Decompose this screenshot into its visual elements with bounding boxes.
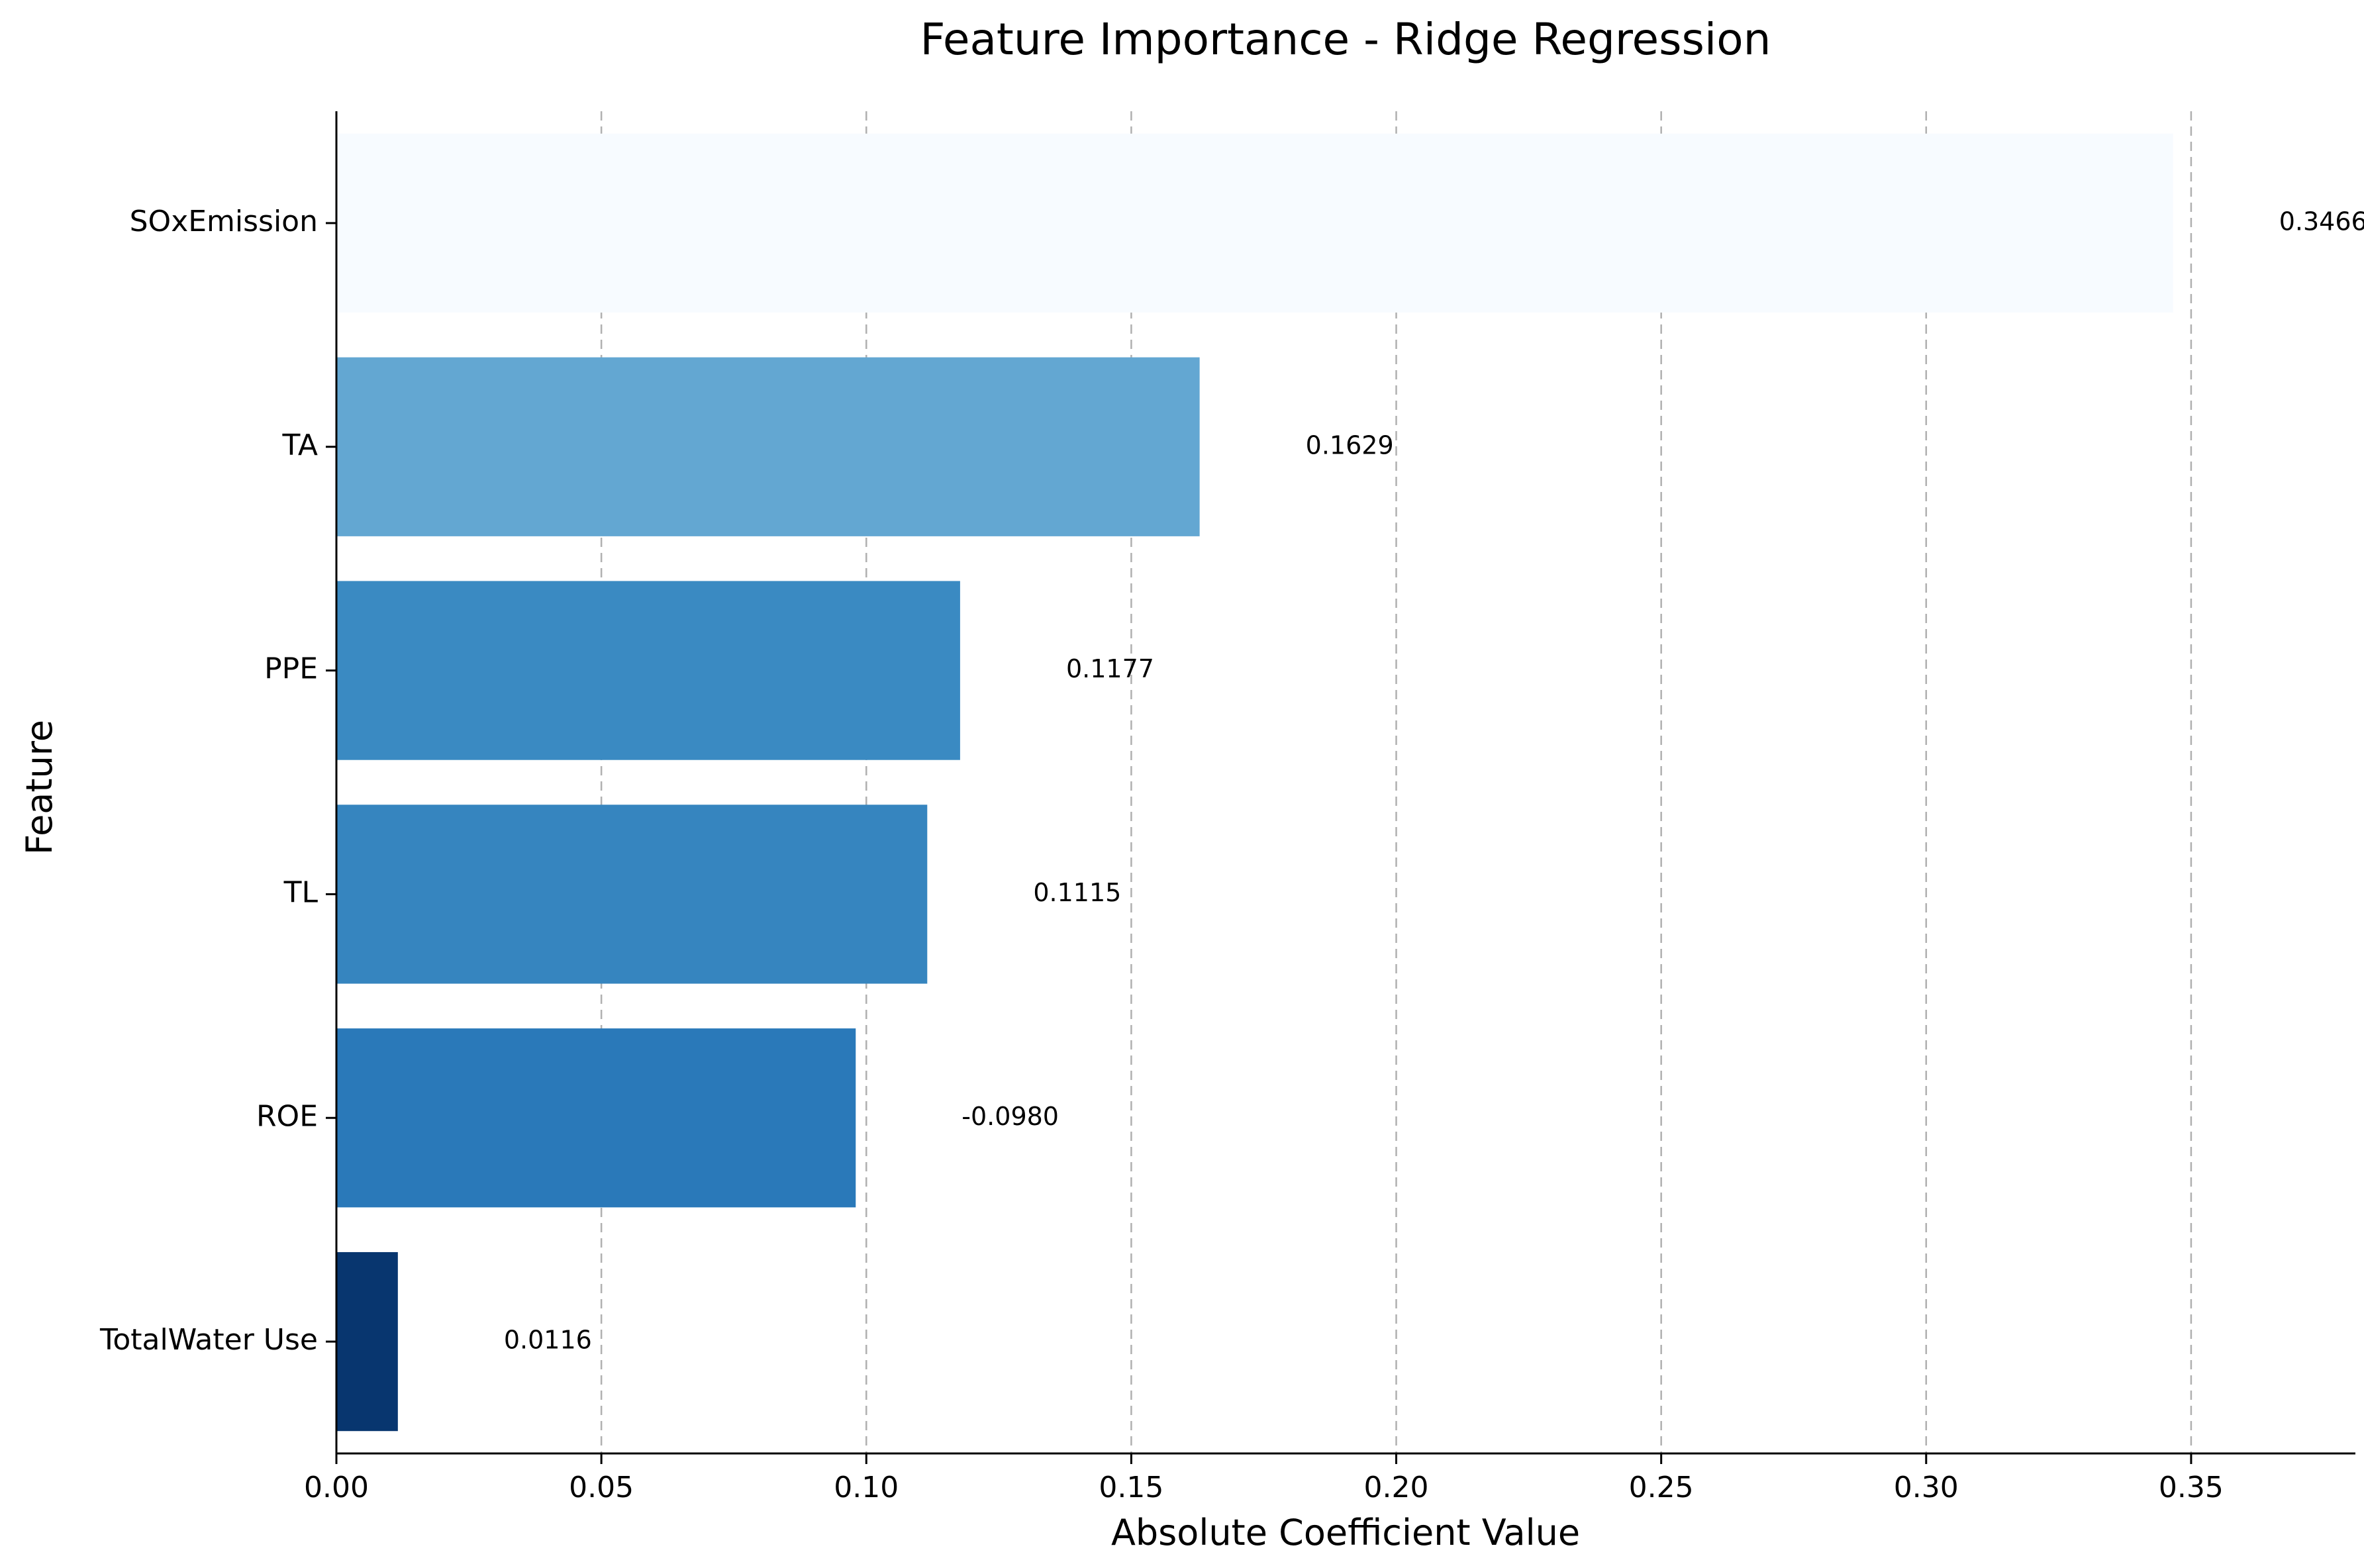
- y-axis-ticks: SOxEmission TA PPE TL ROE TotalWater Use: [99, 205, 336, 1357]
- x-tick-label: 0.25: [1629, 1471, 1694, 1504]
- data-label: 0.1629: [1306, 430, 1394, 460]
- chart-title: Feature Importance - Ridge Regression: [920, 14, 1771, 65]
- data-label: 0.1115: [1033, 878, 1121, 907]
- bar: [336, 357, 1200, 536]
- x-tick-label: 0.35: [2159, 1471, 2224, 1504]
- y-tick-label: ROE: [256, 1099, 318, 1133]
- bar: [336, 1251, 398, 1432]
- grid-lines: [335, 111, 2192, 1453]
- x-tick-label: 0.20: [1364, 1471, 1429, 1504]
- x-axis-label: Absolute Coefficient Value: [1111, 1512, 1580, 1553]
- y-tick-label: SOxEmission: [130, 205, 318, 238]
- x-tick-label: 0.10: [834, 1471, 899, 1504]
- data-label: 0.1177: [1066, 654, 1154, 683]
- y-axis-label: Feature: [19, 720, 60, 855]
- bars: [336, 133, 2173, 1432]
- x-tick-label: 0.30: [1894, 1471, 1959, 1504]
- data-label: 0.0116: [504, 1326, 592, 1355]
- data-labels: 0.3466 0.1629 0.1177 0.1115 -0.0980 0.0116: [504, 207, 2364, 1354]
- x-tick-label: 0.15: [1099, 1471, 1163, 1504]
- x-tick-label: 0.05: [569, 1471, 634, 1504]
- y-tick-label: TA: [281, 428, 318, 462]
- y-tick-label: TL: [283, 875, 319, 909]
- data-label: 0.3466: [2279, 207, 2364, 236]
- x-tick-label: 0.00: [304, 1471, 369, 1504]
- bar: [336, 133, 2173, 313]
- x-axis-ticks: 0.00 0.05 0.10 0.15 0.20 0.25 0.30 0.35: [304, 1453, 2224, 1504]
- bar: [336, 1028, 856, 1208]
- y-tick-label: PPE: [264, 652, 318, 686]
- bar: [336, 805, 928, 984]
- data-label: -0.0980: [961, 1102, 1059, 1131]
- y-tick-label: TotalWater Use: [99, 1323, 318, 1357]
- bar: [336, 581, 960, 760]
